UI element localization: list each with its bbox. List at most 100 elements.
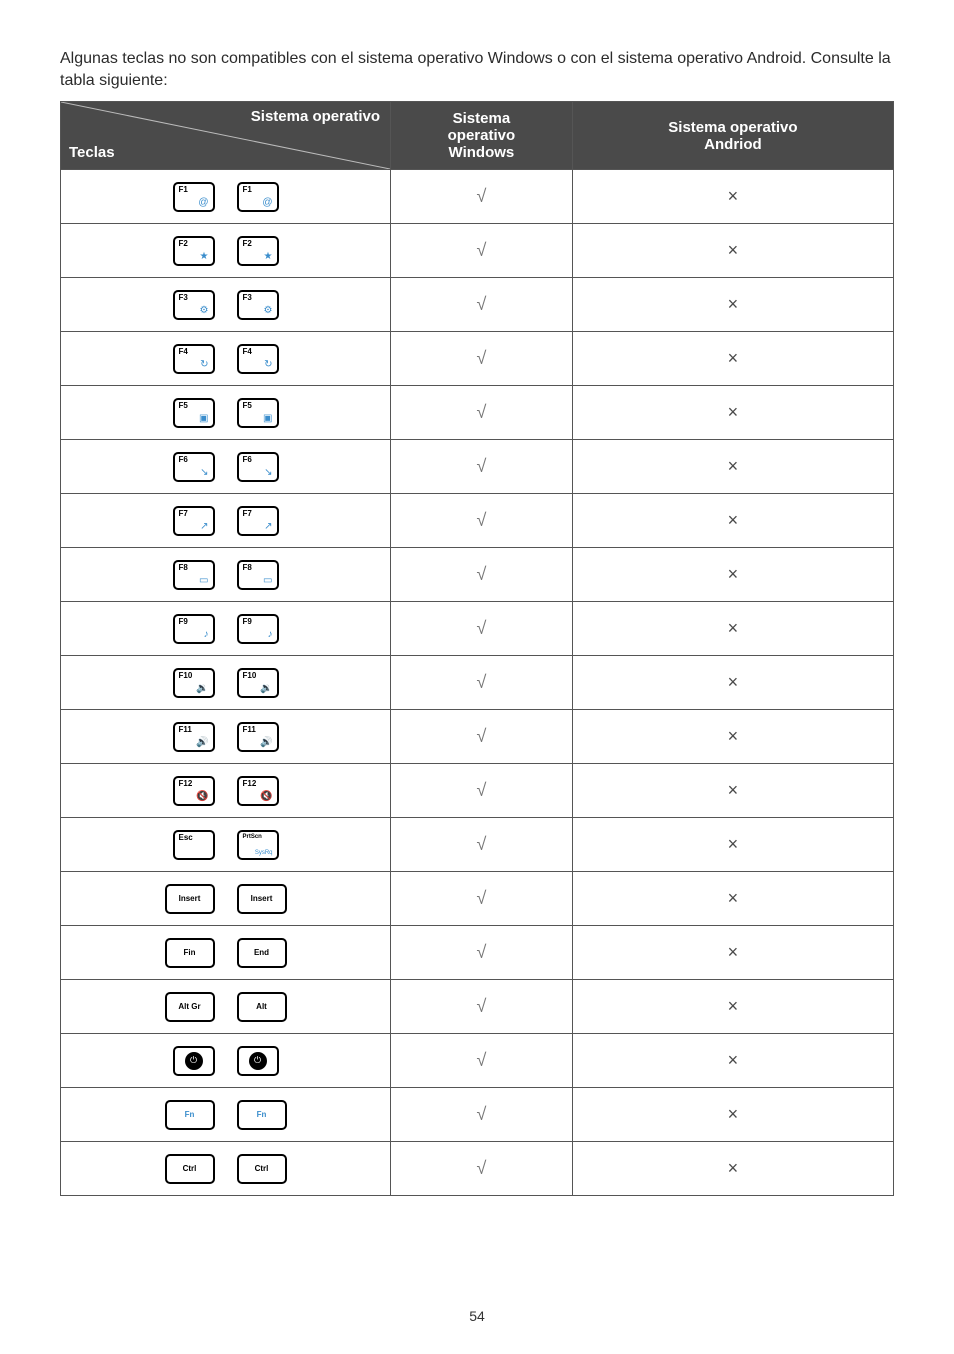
cell-key: F11 🔊 F11 🔊: [61, 710, 391, 764]
key-f9: F9 ♪: [237, 614, 279, 644]
key-f2: F2 ★: [173, 236, 215, 266]
cell-windows: √: [391, 1034, 573, 1088]
cell-windows: √: [391, 1088, 573, 1142]
cell-key: Insert Insert: [61, 872, 391, 926]
cell-android: ×: [572, 764, 893, 818]
cell-key: Alt Gr Alt: [61, 980, 391, 1034]
key-fn: Fn: [237, 1100, 287, 1130]
key-f5: F5 ▣: [173, 398, 215, 428]
key-f2: F2 ★: [237, 236, 279, 266]
cell-android: ×: [572, 872, 893, 926]
key-f10: F10 🔉: [173, 668, 215, 698]
key-f1: F1 @: [173, 182, 215, 212]
key-ctrl: Ctrl: [165, 1154, 215, 1184]
table-row: ⏻ ⏻ √ ×: [61, 1034, 894, 1088]
key-f6: F6 ↘: [237, 452, 279, 482]
key-f7: F7 ↗: [173, 506, 215, 536]
cell-key: F3 ⚙ F3 ⚙: [61, 278, 391, 332]
cell-windows: √: [391, 440, 573, 494]
cell-key: Ctrl Ctrl: [61, 1142, 391, 1196]
cell-key: Fn Fn: [61, 1088, 391, 1142]
table-row: F12 🔇 F12 🔇 √ ×: [61, 764, 894, 818]
key-f11: F11 🔊: [237, 722, 279, 752]
cell-android: ×: [572, 1034, 893, 1088]
cell-android: ×: [572, 494, 893, 548]
key-f1: F1 @: [237, 182, 279, 212]
cell-windows: √: [391, 926, 573, 980]
key-f3: F3 ⚙: [237, 290, 279, 320]
key-alt: Alt: [237, 992, 287, 1022]
key-f6: F6 ↘: [173, 452, 215, 482]
cell-windows: √: [391, 224, 573, 278]
cell-android: ×: [572, 548, 893, 602]
table-row: Fin End √ ×: [61, 926, 894, 980]
table-row: F6 ↘ F6 ↘ √ ×: [61, 440, 894, 494]
cell-android: ×: [572, 170, 893, 224]
header-windows: SistemaoperativoWindows: [391, 102, 573, 170]
cell-key: F10 🔉 F10 🔉: [61, 656, 391, 710]
cell-key: F7 ↗ F7 ↗: [61, 494, 391, 548]
cell-android: ×: [572, 602, 893, 656]
cell-windows: √: [391, 386, 573, 440]
header-android: Sistema operativoAndriod: [572, 102, 893, 170]
table-row: F7 ↗ F7 ↗ √ ×: [61, 494, 894, 548]
table-row: F3 ⚙ F3 ⚙ √ ×: [61, 278, 894, 332]
cell-android: ×: [572, 1088, 893, 1142]
cell-android: ×: [572, 386, 893, 440]
cell-key: F6 ↘ F6 ↘: [61, 440, 391, 494]
cell-android: ×: [572, 278, 893, 332]
cell-android: ×: [572, 980, 893, 1034]
cell-windows: √: [391, 1142, 573, 1196]
key-f8: F8 ▭: [237, 560, 279, 590]
key-fn: Fn: [165, 1100, 215, 1130]
key-ctrl: Ctrl: [237, 1154, 287, 1184]
cell-android: ×: [572, 224, 893, 278]
header-keys-label: Teclas: [69, 144, 115, 161]
cell-windows: √: [391, 170, 573, 224]
key-f3: F3 ⚙: [173, 290, 215, 320]
key-alt-gr: Alt Gr: [165, 992, 215, 1022]
key-f9: F9 ♪: [173, 614, 215, 644]
table-row: F11 🔊 F11 🔊 √ ×: [61, 710, 894, 764]
cell-android: ×: [572, 1142, 893, 1196]
cell-key: F8 ▭ F8 ▭: [61, 548, 391, 602]
cell-windows: √: [391, 872, 573, 926]
cell-key: F12 🔇 F12 🔇: [61, 764, 391, 818]
key-esc: Esc: [173, 830, 215, 860]
cell-key: ⏻ ⏻: [61, 1034, 391, 1088]
compat-table: Sistema operativo Teclas Sistemaoperativ…: [60, 101, 894, 1196]
key-f12: F12 🔇: [237, 776, 279, 806]
cell-android: ×: [572, 926, 893, 980]
cell-windows: √: [391, 602, 573, 656]
key-f10: F10 🔉: [237, 668, 279, 698]
table-row: F8 ▭ F8 ▭ √ ×: [61, 548, 894, 602]
table-row: F4 ↻ F4 ↻ √ ×: [61, 332, 894, 386]
table-row: F2 ★ F2 ★ √ ×: [61, 224, 894, 278]
table-row: Fn Fn √ ×: [61, 1088, 894, 1142]
key-power: ⏻: [173, 1046, 215, 1076]
cell-key: F2 ★ F2 ★: [61, 224, 391, 278]
header-os-label: Sistema operativo: [251, 108, 380, 125]
cell-windows: √: [391, 980, 573, 1034]
key-f11: F11 🔊: [173, 722, 215, 752]
key-f12: F12 🔇: [173, 776, 215, 806]
table-row: F9 ♪ F9 ♪ √ ×: [61, 602, 894, 656]
header-diagonal: Sistema operativo Teclas: [61, 102, 391, 170]
key-insert: Insert: [237, 884, 287, 914]
cell-windows: √: [391, 332, 573, 386]
cell-key: EscPrtScnSysRq: [61, 818, 391, 872]
key-insert: Insert: [165, 884, 215, 914]
key-f7: F7 ↗: [237, 506, 279, 536]
table-row: Alt Gr Alt √ ×: [61, 980, 894, 1034]
cell-android: ×: [572, 332, 893, 386]
cell-windows: √: [391, 278, 573, 332]
key-f5: F5 ▣: [237, 398, 279, 428]
key-f4: F4 ↻: [237, 344, 279, 374]
cell-windows: √: [391, 818, 573, 872]
intro-text: Algunas teclas no son compatibles con el…: [60, 48, 894, 91]
cell-windows: √: [391, 656, 573, 710]
cell-android: ×: [572, 656, 893, 710]
cell-android: ×: [572, 440, 893, 494]
cell-windows: √: [391, 764, 573, 818]
key-end: End: [237, 938, 287, 968]
